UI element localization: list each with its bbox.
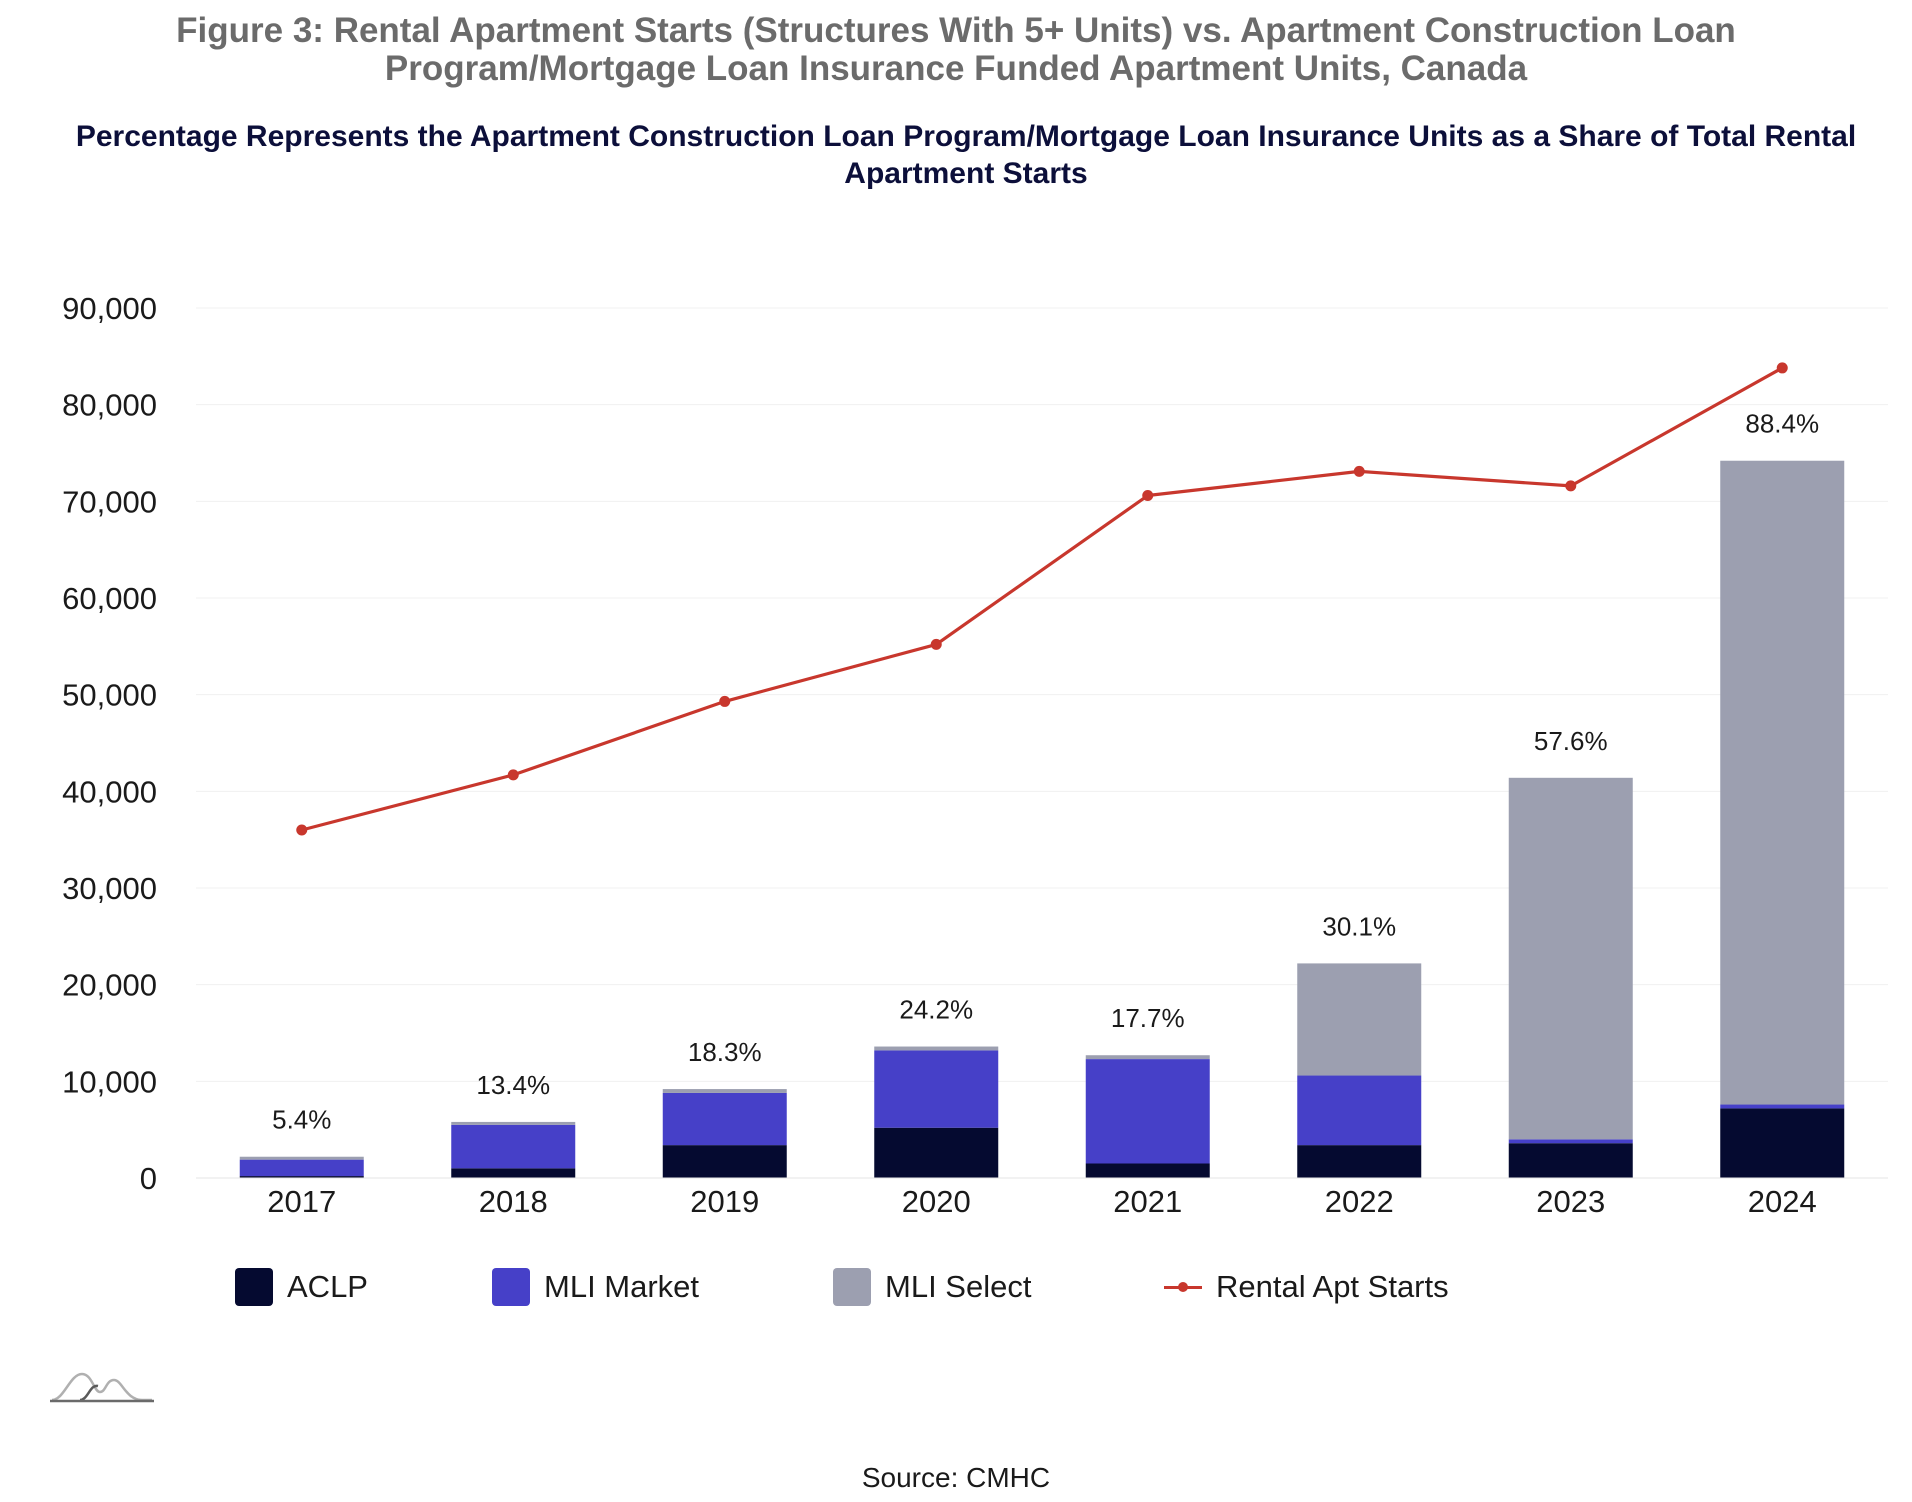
x-tick-label: 2023 — [1536, 1184, 1605, 1219]
y-tick-label: 50,000 — [62, 678, 157, 713]
bar-aclp — [1085, 1163, 1210, 1178]
bar-share-label: 57.6% — [1534, 726, 1608, 756]
bar-aclp — [239, 1176, 364, 1178]
bar-mli-market — [1297, 1075, 1422, 1146]
legend-item-mli-market[interactable]: MLI Market — [492, 1262, 699, 1312]
mountain-line-logo-icon — [50, 1372, 154, 1403]
legend-label-mli-select: MLI Select — [885, 1269, 1032, 1304]
legend-swatch-rental-apt-starts — [1164, 1268, 1202, 1306]
legend-item-aclp[interactable]: ACLP — [235, 1262, 368, 1312]
bar-mli-market — [239, 1159, 364, 1177]
bar-aclp — [1508, 1143, 1633, 1178]
y-tick-label: 70,000 — [62, 484, 157, 519]
line-rental-apt-starts — [301, 366, 1784, 832]
y-tick-label: 90,000 — [62, 291, 157, 326]
x-tick-label: 2017 — [267, 1184, 336, 1219]
bar-share-label: 18.3% — [688, 1037, 762, 1067]
bar-mli-market — [451, 1124, 576, 1169]
legend-swatch-aclp — [235, 1268, 273, 1306]
legend-item-rental-apt-starts[interactable]: Rental Apt Starts — [1164, 1262, 1449, 1312]
y-tick-label: 40,000 — [62, 774, 157, 809]
y-tick-label: 0 — [140, 1161, 157, 1196]
y-tick-label: 80,000 — [62, 388, 157, 423]
bar-mli-select — [239, 1156, 364, 1160]
legend-swatch-mli-select — [833, 1268, 871, 1306]
bar-aclp — [662, 1145, 787, 1178]
bar-aclp — [1720, 1108, 1845, 1178]
bar-aclp — [451, 1168, 576, 1178]
y-tick-label: 20,000 — [62, 968, 157, 1003]
line-point — [1142, 490, 1154, 502]
y-tick-label: 60,000 — [62, 581, 157, 616]
bar-mli-select — [874, 1046, 999, 1051]
x-tick-label: 2022 — [1325, 1184, 1394, 1219]
x-tick-label: 2020 — [902, 1184, 971, 1219]
bar-aclp — [1297, 1145, 1422, 1178]
chart-title: Figure 3: Rental Apartment Starts (Struc… — [176, 11, 1736, 88]
legend-item-mli-select[interactable]: MLI Select — [833, 1262, 1031, 1312]
bar-mli-market — [1508, 1139, 1633, 1144]
line-point — [719, 695, 731, 707]
bar-share-label: 30.1% — [1322, 911, 1396, 941]
legend-label-mli-market: MLI Market — [544, 1269, 700, 1304]
bar-share-label: 88.4% — [1745, 409, 1819, 439]
line-point — [1776, 362, 1788, 374]
line-point — [930, 638, 942, 650]
line-point — [1565, 480, 1577, 492]
bar-mli-select — [451, 1121, 576, 1125]
bar-share-label: 13.4% — [476, 1070, 550, 1100]
bar-mli-select — [1508, 777, 1633, 1140]
bar-share-label: 24.2% — [899, 995, 973, 1025]
y-tick-label: 10,000 — [62, 1064, 157, 1099]
bar-mli-select — [662, 1089, 787, 1093]
bar-mli-market — [1085, 1059, 1210, 1164]
x-tick-label: 2024 — [1748, 1184, 1817, 1219]
legend-label-rental-apt-starts: Rental Apt Starts — [1216, 1269, 1449, 1304]
bar-share-label: 5.4% — [272, 1105, 331, 1135]
bar-mli-select — [1720, 460, 1845, 1105]
bar-mli-market — [662, 1092, 787, 1146]
bar-aclp — [874, 1127, 999, 1178]
chart-plot: 0 10,000 20,000 30,000 40,000 50,000 60,000 70,… — [62, 291, 1888, 1219]
bar-mli-market — [874, 1050, 999, 1128]
line-point — [1353, 465, 1365, 477]
bar-mli-select — [1085, 1055, 1210, 1060]
x-tick-label: 2019 — [690, 1184, 759, 1219]
chart-subtitle: Percentage Represents the Apartment Cons… — [75, 120, 1857, 190]
bar-mli-select — [1297, 963, 1422, 1076]
legend-swatch-mli-market — [492, 1268, 530, 1306]
legend-label-aclp: ACLP — [287, 1269, 368, 1304]
x-tick-label: 2021 — [1113, 1184, 1182, 1219]
y-tick-label: 30,000 — [62, 871, 157, 906]
source-note: Source: CMHC — [861, 1462, 1051, 1493]
bar-mli-market — [1720, 1104, 1845, 1109]
x-tick-label: 2018 — [479, 1184, 548, 1219]
chart-legend: ACLP MLI Market MLI Select Rental Apt St… — [0, 1262, 1912, 1312]
bar-share-label: 17.7% — [1111, 1003, 1185, 1033]
line-point — [507, 769, 519, 781]
line-point — [296, 824, 308, 836]
